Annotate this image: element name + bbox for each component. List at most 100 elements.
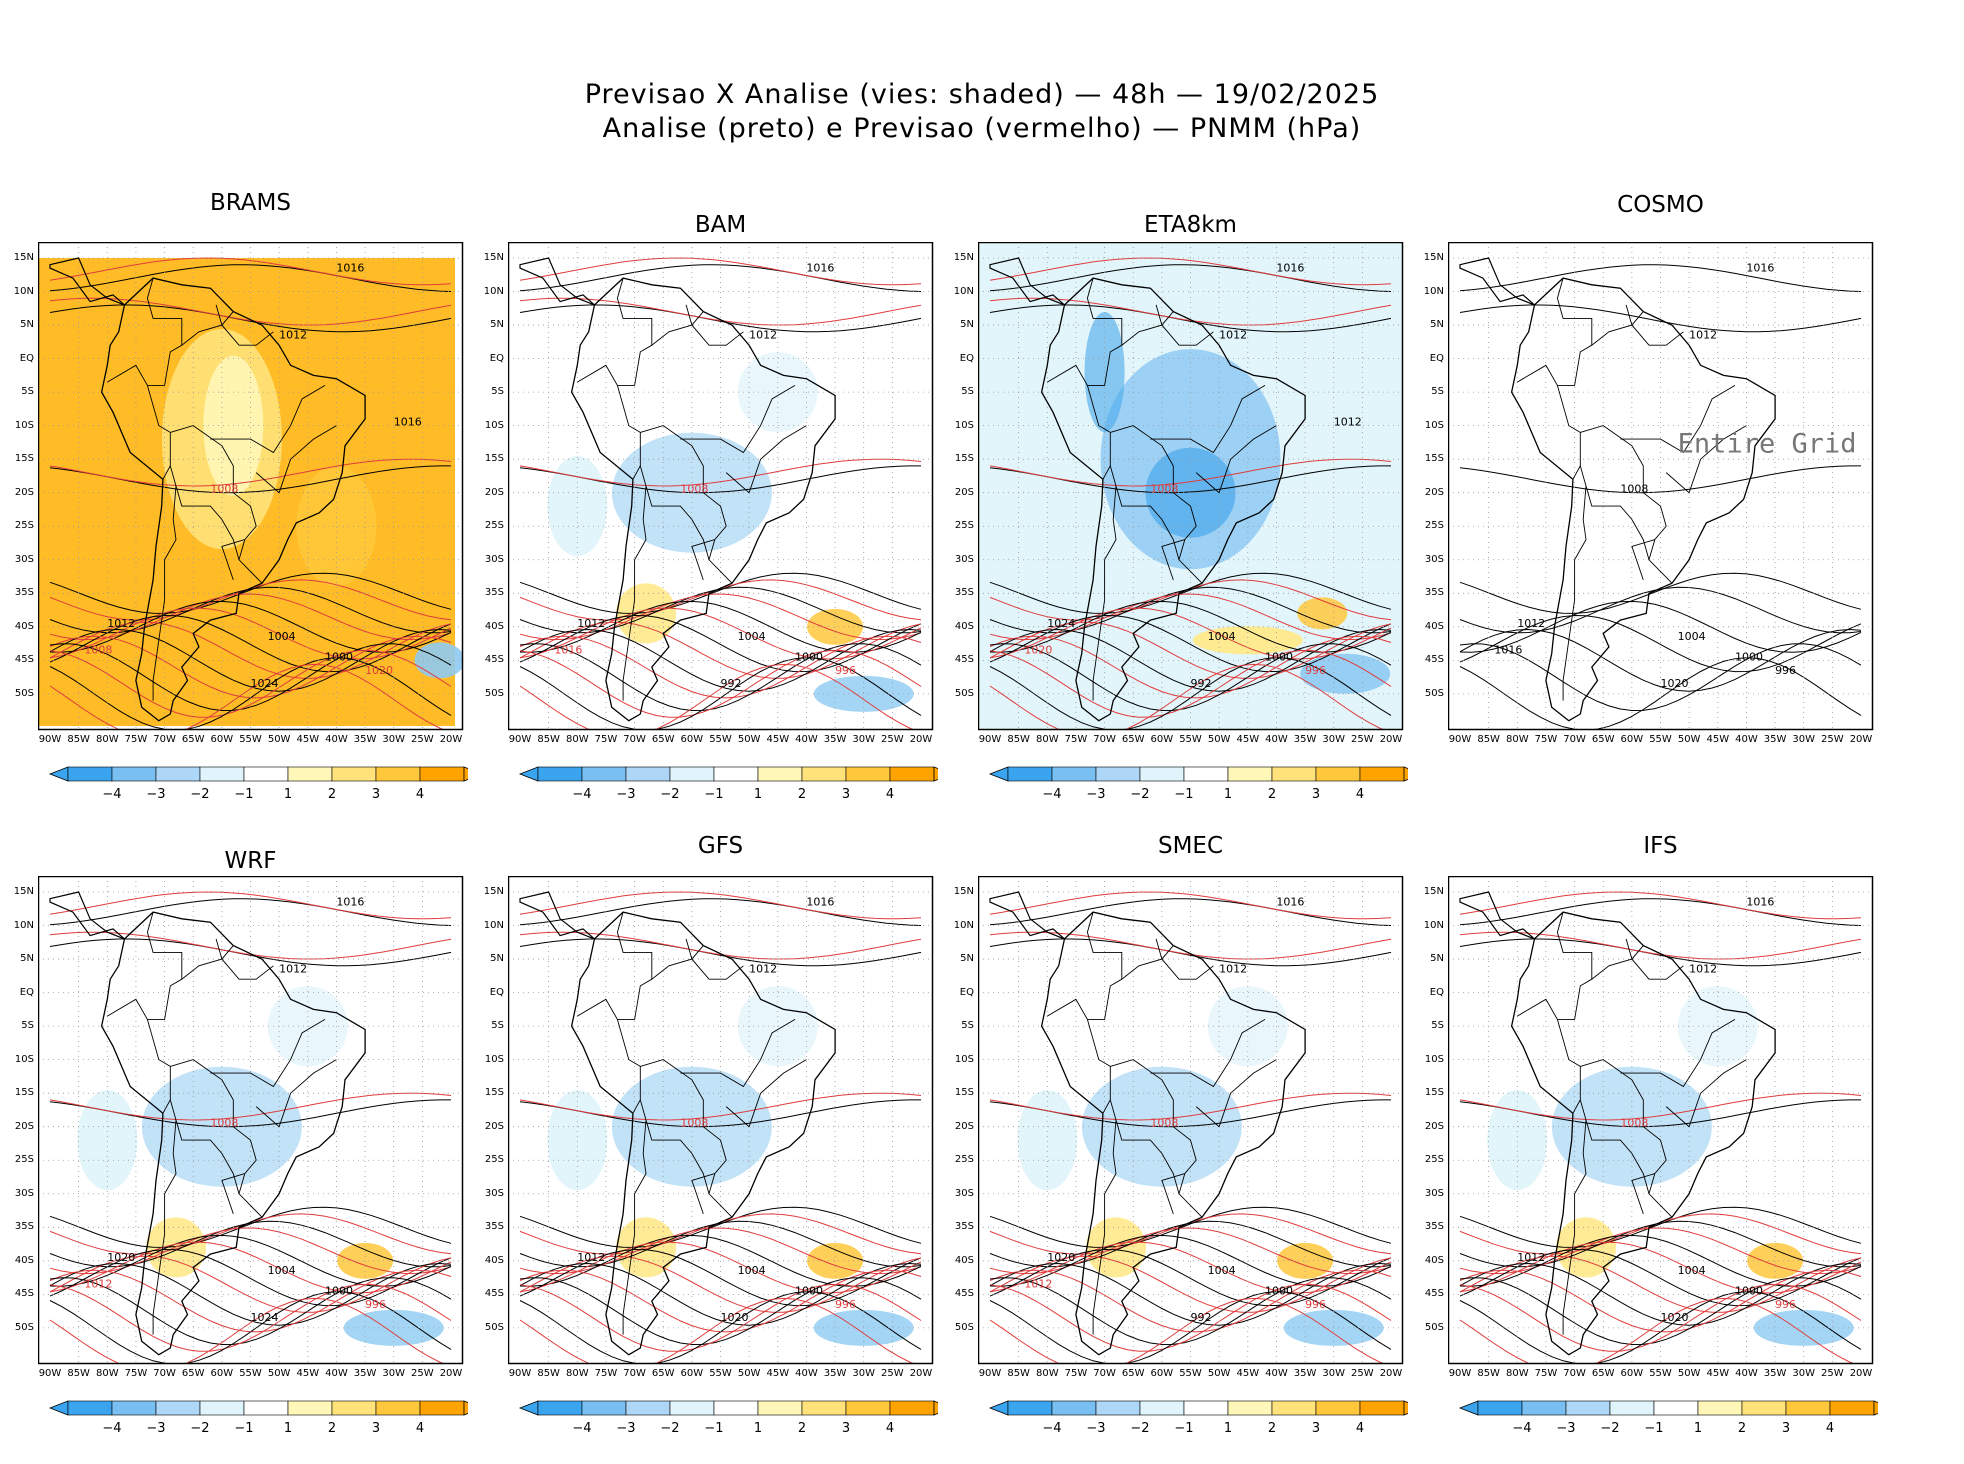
colorbar-label: −1: [1174, 1421, 1193, 1436]
lon-label: 45W: [1706, 1368, 1730, 1379]
colorbar-label: 3: [372, 787, 380, 802]
colorbar-segment: [1697, 1400, 1743, 1416]
lon-label: 75W: [124, 1368, 148, 1379]
lat-label: 30S: [484, 553, 504, 565]
analysis-contour: [1459, 628, 1862, 692]
colorbar-arrow-left: [988, 1400, 1009, 1416]
colorbar-label: −1: [704, 787, 723, 802]
isobar-label: 1012: [1219, 328, 1247, 341]
coastline-central-america: [49, 257, 125, 306]
lat-label: 10N: [13, 285, 34, 297]
bias-blob: [547, 456, 608, 557]
lat-label: 45S: [14, 654, 34, 666]
country-border: [1047, 998, 1111, 1114]
colorbar-segment: [419, 1400, 465, 1416]
colorbar-segment: [375, 1400, 421, 1416]
lon-label: 35W: [353, 1368, 377, 1379]
analysis-contour: [519, 938, 922, 967]
isobar-label: 1000: [325, 1284, 353, 1297]
forecast-contour: [49, 257, 452, 286]
lon-label: 30W: [1792, 734, 1816, 745]
lat-label: 40S: [484, 620, 504, 632]
isobar-label: 1012: [577, 617, 605, 630]
lat-label: 35S: [484, 587, 504, 599]
country-border: [691, 539, 715, 581]
lon-label: 90W: [1448, 1368, 1472, 1379]
lat-label: 15N: [483, 252, 504, 263]
isobar-label: 1016: [806, 895, 834, 908]
lat-label: 15N: [953, 886, 974, 897]
colorbar-label: 2: [1738, 1421, 1746, 1436]
country-border: [152, 1119, 177, 1335]
lat-label: 25S: [484, 1154, 504, 1166]
colorbar-label: 3: [372, 1421, 380, 1436]
lon-label: 60W: [1620, 734, 1644, 745]
lon-label: 90W: [508, 734, 532, 745]
lon-label: 75W: [1064, 734, 1088, 745]
coastline-central-america: [519, 891, 595, 940]
lat-label: 10S: [484, 419, 504, 431]
country-border: [1047, 364, 1111, 480]
lon-label: 55W: [239, 1368, 262, 1379]
isobar-label: 1012: [84, 1278, 112, 1291]
analysis-contour: [49, 643, 452, 712]
lat-label: EQ: [19, 986, 34, 998]
colorbar-segment: [287, 766, 333, 782]
colorbar-segment: [67, 766, 113, 782]
map-frame: [1448, 876, 1874, 1365]
colorbar-brams: −4 −3 −2 −1 1 2 3 4: [48, 766, 468, 802]
lat-label: 30S: [14, 1187, 34, 1199]
map-panel-smec: SMEC 1016 1012 1008 1004 1000 996 992 1020 1012 15…: [954, 833, 1483, 1464]
country-border: [622, 1119, 647, 1335]
colorbar-label: 4: [416, 787, 424, 802]
analysis-contour: [519, 304, 922, 333]
lat-label: 10N: [1423, 919, 1444, 931]
country-border: [1579, 1099, 1650, 1194]
forecast-contour: [519, 1283, 922, 1352]
isobar-label: 1020: [107, 1251, 135, 1264]
coastline-central-america: [49, 891, 125, 940]
lon-label: 20W: [1849, 1368, 1873, 1379]
analysis-contour: [989, 264, 1392, 292]
lat-label: 10N: [483, 919, 504, 931]
lon-label: 40W: [1265, 1368, 1288, 1379]
country-border: [1556, 911, 1593, 980]
isobar-label: 1000: [795, 650, 823, 663]
lat-label: 5S: [491, 386, 504, 398]
colorbar-segment: [1359, 766, 1405, 782]
colorbar-label: 3: [842, 787, 850, 802]
isobar-label: 1016: [336, 895, 364, 908]
colorbar-label: 3: [842, 1421, 850, 1436]
analysis-contour: [519, 628, 922, 692]
analysis-contour: [989, 614, 1392, 673]
lon-label: 55W: [1179, 1368, 1202, 1379]
lat-label: 30S: [484, 1187, 504, 1199]
lon-label: 25W: [411, 734, 434, 745]
colorbar-segment: [625, 766, 671, 782]
bias-blob: [547, 1090, 608, 1191]
analysis-contour: [989, 1248, 1392, 1307]
lon-label: 65W: [1121, 734, 1145, 745]
country-border: [577, 998, 641, 1114]
isobar-label: 996: [365, 1298, 386, 1311]
colorbar-label: 3: [1312, 1421, 1320, 1436]
lat-label: 30S: [954, 1187, 974, 1199]
lon-label: 75W: [1534, 734, 1558, 745]
isobar-label: 1008: [680, 483, 708, 496]
isobar-label: 1008: [1150, 483, 1178, 496]
colorbar-label: −4: [1512, 1421, 1531, 1436]
lat-label: 35S: [954, 587, 974, 599]
map-frame: [508, 242, 934, 731]
forecast-contour: [519, 1227, 922, 1275]
map-frame: [978, 242, 1404, 731]
isobar-label: 1020: [1661, 1311, 1689, 1324]
colorbar-label: 4: [886, 787, 894, 802]
map-panel-ifs: IFS 1016 1012 1008 1004 1000 996 1020 1012 15N 10N…: [1424, 833, 1953, 1464]
lat-label: 5N: [490, 319, 504, 331]
lon-label: 45W: [766, 734, 790, 745]
isobar-label: 1020: [721, 1311, 749, 1324]
coastline-central-america: [1459, 891, 1535, 940]
lon-label: 70W: [1563, 734, 1586, 745]
colorbar-segment: [1183, 1400, 1229, 1416]
lon-label: 50W: [267, 734, 291, 745]
